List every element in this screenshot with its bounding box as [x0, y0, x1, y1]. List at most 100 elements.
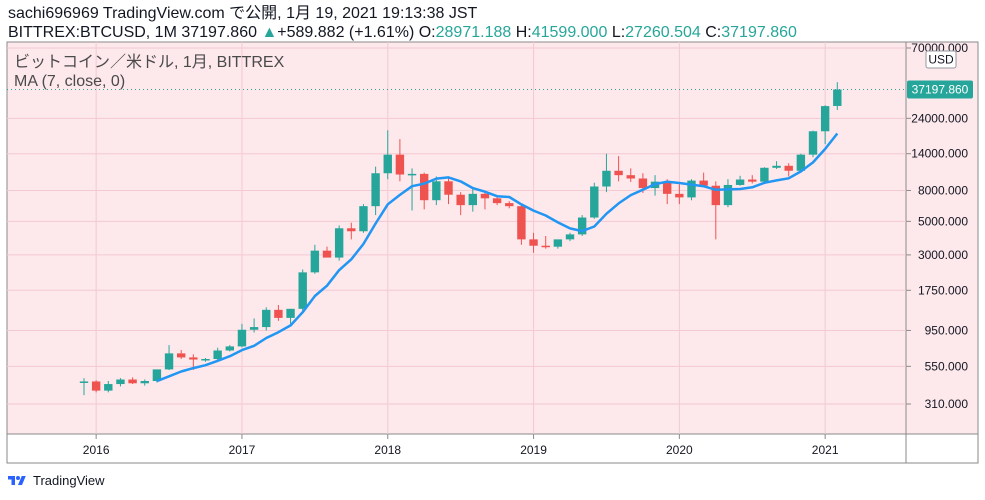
- candle: [772, 161, 781, 169]
- candle-body: [468, 193, 477, 206]
- candle-body: [735, 179, 745, 185]
- candle: [553, 239, 563, 249]
- candle-body: [237, 329, 247, 347]
- close-label: C:: [705, 24, 722, 41]
- candle-body: [480, 193, 490, 199]
- candle: [784, 163, 793, 177]
- open-label: O:: [418, 24, 436, 41]
- chart-border: [6, 41, 979, 464]
- moving-average-line: [156, 132, 839, 383]
- candle-body: [505, 203, 514, 207]
- candle-body: [529, 239, 538, 246]
- open-value: 28971.188: [435, 24, 512, 41]
- candle: [796, 153, 806, 173]
- price-tick-label: 24000.000: [911, 111, 968, 125]
- candle-body: [298, 272, 307, 309]
- candle-body: [225, 346, 234, 351]
- candle-body: [116, 379, 125, 385]
- candle: [626, 168, 635, 183]
- candle: [480, 190, 490, 210]
- candle: [177, 350, 186, 360]
- candle: [262, 307, 271, 331]
- candle: [699, 172, 708, 187]
- candle-body: [833, 89, 842, 106]
- candle: [213, 347, 222, 361]
- candle: [286, 308, 295, 324]
- candle: [274, 304, 283, 321]
- candle-body: [177, 353, 186, 358]
- price-axis[interactable]: [906, 42, 978, 434]
- candle: [820, 105, 830, 145]
- candle-body: [395, 154, 405, 175]
- tradingview-logo-icon: [8, 475, 26, 485]
- candle-body: [152, 369, 162, 381]
- candle-body: [128, 379, 137, 384]
- time-axis[interactable]: [7, 434, 978, 463]
- candle-body: [663, 181, 672, 194]
- candle: [808, 130, 818, 158]
- candle-body: [322, 250, 332, 258]
- time-tick-label: 2016: [83, 443, 110, 457]
- candle-body: [407, 173, 417, 176]
- candle: [602, 153, 611, 193]
- plot-area[interactable]: [7, 42, 906, 434]
- candle: [310, 244, 320, 274]
- candle-body: [541, 245, 550, 248]
- candle: [432, 176, 441, 206]
- price-tick-label: 950.000: [925, 323, 969, 337]
- candle-body: [334, 228, 344, 258]
- time-tick-label: 2019: [520, 443, 547, 457]
- candle-body: [602, 170, 611, 187]
- chart-legend-title: ビットコイン／米ドル, 1月, BITTREX: [14, 53, 285, 71]
- high-label: H:: [515, 24, 532, 41]
- candle: [395, 139, 405, 182]
- candle-body: [796, 154, 806, 171]
- candle: [565, 232, 575, 242]
- candle-body: [91, 381, 101, 391]
- time-tick-label: 2021: [812, 443, 839, 457]
- last-price-tag: 37197.860: [907, 80, 973, 99]
- candle: [201, 357, 210, 362]
- currency-badge[interactable]: USD: [925, 50, 957, 69]
- candle: [833, 82, 842, 110]
- candle-body: [760, 167, 769, 182]
- candle: [723, 179, 733, 208]
- price-change: +589.882 (+1.61%): [277, 24, 415, 41]
- time-tick-labels: 2016 2017 2018 2019 2020 2021: [83, 434, 839, 457]
- candle-body: [565, 234, 575, 240]
- candle-body: [432, 181, 441, 201]
- tradingview-branding[interactable]: TradingView: [6, 473, 105, 488]
- candle: [298, 269, 307, 311]
- candle-body: [626, 175, 635, 179]
- candle: [577, 215, 587, 237]
- candle: [541, 236, 550, 249]
- candle-body: [723, 184, 733, 206]
- candle: [322, 246, 332, 258]
- candle-body: [359, 206, 368, 232]
- candle-body: [383, 154, 392, 174]
- low-label: L:: [611, 24, 626, 41]
- candle-body: [590, 186, 599, 218]
- candle: [420, 172, 429, 210]
- candle: [371, 166, 380, 216]
- candle-body: [492, 198, 502, 204]
- candle: [687, 179, 696, 201]
- time-tick-label: 2020: [666, 443, 693, 457]
- candle-body: [614, 170, 623, 176]
- candle: [590, 182, 599, 219]
- candle: [614, 156, 623, 182]
- candle: [79, 378, 89, 396]
- candle-body: [784, 165, 793, 171]
- candle-body: [310, 250, 320, 273]
- candle: [249, 318, 259, 333]
- symbol-info: BITTREX:BTCUSD, 1M 37197.860: [8, 24, 257, 41]
- candle-body: [286, 308, 295, 318]
- candle: [529, 232, 538, 253]
- candle: [140, 379, 149, 386]
- candle: [517, 204, 526, 245]
- candle-body: [164, 353, 174, 370]
- price-tick-label: 310.000: [925, 397, 969, 411]
- candle-body: [140, 380, 149, 384]
- candle-body: [79, 381, 89, 383]
